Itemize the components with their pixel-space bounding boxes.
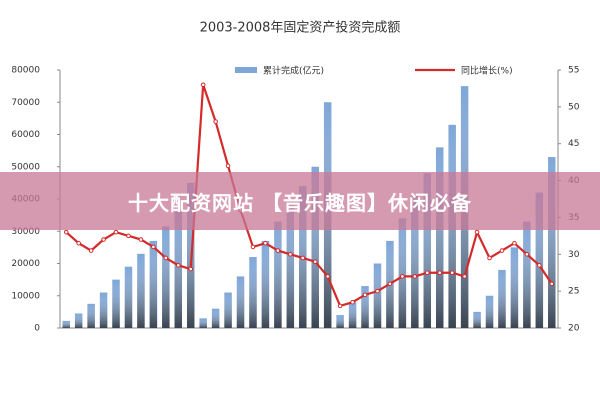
bar-shade: [137, 253, 145, 328]
legend-swatch: [235, 67, 257, 73]
bar-shade: [510, 247, 519, 328]
bar-shade: [498, 269, 506, 328]
line-marker: [312, 259, 318, 264]
line-marker: [300, 255, 306, 261]
line-marker: [325, 274, 330, 279]
line-marker: [350, 299, 355, 305]
line-marker: [474, 229, 480, 235]
line-marker: [138, 237, 144, 242]
line-marker: [537, 263, 542, 268]
bar-shade: [99, 292, 108, 328]
line-marker: [375, 288, 380, 294]
line-marker: [250, 244, 256, 250]
y2-tick-label: 50: [568, 102, 580, 112]
line-marker: [424, 270, 430, 276]
y-tick-label: 10000: [11, 291, 40, 301]
line-marker: [275, 248, 281, 253]
line-marker: [288, 251, 293, 257]
y2-tick-label: 20: [568, 324, 580, 334]
line-marker: [213, 119, 218, 124]
line-marker: [387, 281, 393, 287]
bar-shade: [224, 292, 232, 328]
legend-label: 累计完成(亿元): [263, 65, 324, 77]
line-marker: [512, 240, 517, 246]
bar-shade: [112, 279, 120, 328]
line-marker: [524, 251, 530, 257]
bar-shade: [236, 276, 245, 328]
y-tick-label: 0: [34, 324, 40, 334]
line-marker: [487, 255, 492, 261]
line-marker: [200, 82, 206, 88]
bar-shade: [87, 303, 95, 328]
bar-shade: [473, 311, 481, 328]
line-marker: [437, 270, 443, 276]
y2-tick-label: 30: [568, 250, 580, 260]
legend-label: 同比增长(%): [461, 65, 513, 77]
y2-tick-label: 55: [568, 66, 579, 76]
line-marker: [225, 163, 231, 169]
y-tick-label: 70000: [11, 98, 40, 108]
line-marker: [76, 240, 81, 246]
line-marker: [462, 274, 467, 279]
bar-shade: [398, 218, 407, 328]
bar-shade: [124, 266, 133, 328]
line-marker: [63, 229, 69, 235]
y-tick-label: 30000: [11, 227, 40, 237]
bar-shade: [174, 211, 183, 328]
line-marker: [126, 233, 131, 239]
line-marker: [163, 255, 169, 261]
bar-shade: [74, 313, 83, 328]
line-marker: [362, 292, 368, 298]
bar-shade: [548, 157, 556, 328]
y2-tick-label: 25: [568, 287, 579, 297]
bar-shade: [211, 308, 220, 328]
bar-shade: [348, 302, 357, 328]
bar-shade: [286, 205, 295, 328]
bar-shade: [523, 221, 531, 328]
bar-shade: [199, 318, 207, 328]
line-marker: [412, 274, 418, 279]
bar-shade: [149, 240, 158, 328]
bar-shade: [435, 147, 444, 328]
banner: 十大配资网站 【音乐趣图】休闲必备: [0, 172, 600, 230]
line-marker: [188, 266, 194, 272]
bar-shade: [485, 295, 494, 328]
line: [65, 84, 553, 308]
line-marker: [499, 248, 505, 253]
line-marker: [151, 244, 156, 250]
bar-shade: [361, 286, 369, 328]
line-marker: [549, 281, 555, 287]
line-marker: [113, 229, 119, 235]
line-marker: [175, 263, 181, 268]
line-marker: [449, 270, 455, 276]
bar-shade: [535, 192, 544, 328]
bar-shade: [411, 195, 419, 328]
line-marker: [88, 248, 94, 253]
bar-shade: [336, 315, 344, 328]
y-tick-label: 20000: [11, 259, 40, 269]
line-marker: [337, 303, 343, 309]
y-tick-label: 80000: [11, 66, 40, 76]
bar-shade: [274, 221, 282, 328]
line-marker: [101, 237, 106, 242]
line-marker: [400, 274, 405, 279]
bar-shade: [62, 320, 70, 328]
chart-title: 2003-2008年固定资产投资完成额: [200, 20, 401, 36]
y-tick-label: 50000: [11, 162, 40, 172]
y2-tick-label: 45: [568, 139, 579, 149]
bar-shade: [261, 240, 270, 328]
bar-shade: [423, 173, 432, 328]
bar-shade: [249, 257, 257, 328]
line-marker: [263, 240, 268, 246]
bar-shade: [373, 263, 382, 328]
y-tick-label: 60000: [11, 130, 40, 140]
bar-shade: [162, 226, 170, 328]
bar-shade: [311, 166, 319, 328]
